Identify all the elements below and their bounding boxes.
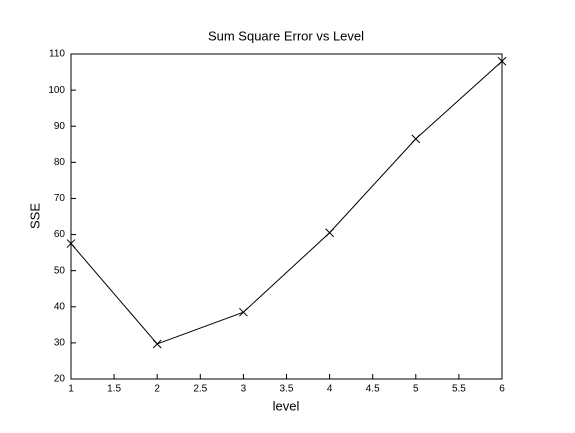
x-tick-label: 2.5 <box>193 384 207 395</box>
y-tick-label: 50 <box>54 265 66 276</box>
y-tick-label: 20 <box>54 374 66 385</box>
x-tick-label: 3.5 <box>280 384 294 395</box>
x-tick-label: 3 <box>241 384 247 395</box>
x-tick-label: 1 <box>68 384 74 395</box>
x-tick-label: 5.5 <box>452 384 466 395</box>
data-point <box>66 239 76 248</box>
x-tick-label: 4 <box>327 384 333 395</box>
y-tick-label: 30 <box>54 338 66 349</box>
y-tick-label: 60 <box>54 229 66 240</box>
data-point <box>325 228 334 238</box>
y-tick-label: 40 <box>54 301 66 312</box>
chart-title: Sum Square Error vs Level <box>208 28 364 43</box>
data-point <box>152 339 162 349</box>
data-point <box>239 307 248 317</box>
x-tick-label: 4.5 <box>366 384 380 395</box>
data-point <box>497 56 507 66</box>
data-line <box>70 60 503 345</box>
y-axis-label: SSE <box>27 203 42 229</box>
data-point <box>411 134 421 144</box>
y-tick-label: 100 <box>48 85 65 96</box>
x-tick-label: 5 <box>413 384 419 395</box>
y-tick-label: 90 <box>54 121 66 132</box>
x-tick-label: 1.5 <box>107 384 121 395</box>
y-tick-label: 70 <box>54 193 66 204</box>
y-tick-label: 80 <box>54 157 66 168</box>
y-tick-label: 110 <box>49 49 65 60</box>
x-tick-label: 2 <box>154 384 160 395</box>
x-axis-label: level <box>273 398 300 413</box>
x-tick-label: 6 <box>499 384 505 395</box>
